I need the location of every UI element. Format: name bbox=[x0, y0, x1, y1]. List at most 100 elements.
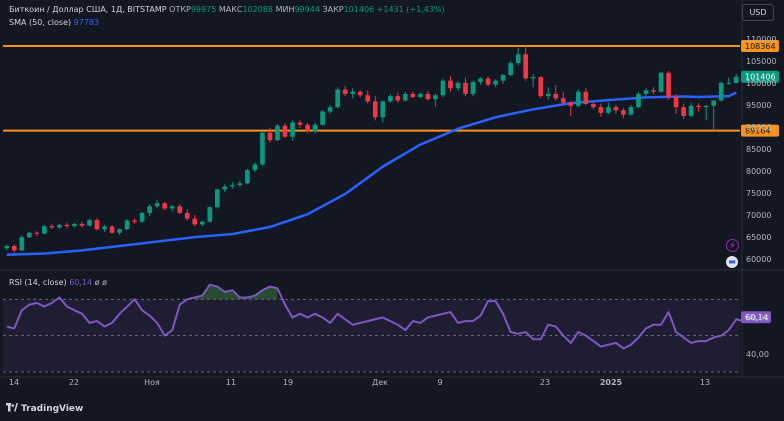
candle-body bbox=[365, 95, 371, 102]
candle-body bbox=[132, 220, 137, 222]
sma-50-line bbox=[6, 91, 737, 257]
candle bbox=[568, 101, 574, 116]
candle-body bbox=[169, 206, 175, 209]
sma-label: SMA (50, close) bbox=[9, 18, 72, 27]
candle-body bbox=[199, 221, 205, 225]
sma-value: 97783 bbox=[73, 18, 100, 27]
tradingview-logo[interactable]: TradingView bbox=[6, 402, 83, 414]
ohlc-low-value: 99944 bbox=[294, 5, 320, 14]
candle bbox=[230, 182, 235, 189]
sma-legend[interactable]: SMA (50, close) 97783 bbox=[9, 18, 99, 27]
candle bbox=[448, 76, 453, 92]
flag-icon[interactable]: ▬ bbox=[726, 256, 738, 268]
time-tick-label: Ноя bbox=[144, 378, 160, 387]
price-tick-label: 60000 bbox=[746, 255, 771, 264]
candle bbox=[177, 204, 183, 215]
candle-body bbox=[523, 54, 528, 79]
level-price-label: 89164 bbox=[745, 127, 770, 136]
candle-body bbox=[245, 170, 250, 184]
lightning-icon[interactable]: ⚡ bbox=[726, 239, 739, 252]
candle-body bbox=[177, 206, 183, 213]
rsi-value-tag bbox=[741, 311, 771, 324]
candle-body bbox=[688, 105, 694, 116]
price-tick-label: 75000 bbox=[746, 189, 771, 198]
candle-body bbox=[418, 93, 423, 97]
candle bbox=[681, 103, 686, 120]
candle-body bbox=[410, 93, 416, 97]
symbol-legend[interactable]: Биткоин / Доллар США, 1Д, BITSTAMP ОТКР9… bbox=[9, 5, 445, 14]
candle bbox=[252, 162, 258, 172]
candle bbox=[455, 80, 461, 91]
level-price-tag bbox=[741, 124, 779, 137]
candle bbox=[403, 91, 408, 102]
candle bbox=[658, 71, 664, 93]
candle-body bbox=[463, 82, 468, 94]
candle bbox=[365, 90, 371, 104]
candle bbox=[636, 91, 641, 109]
price-tick-label: 100000 bbox=[746, 79, 777, 88]
candle-body bbox=[613, 107, 619, 111]
candle bbox=[575, 89, 581, 108]
candle bbox=[410, 91, 416, 99]
candle-body bbox=[703, 105, 709, 108]
last-price-tag bbox=[741, 70, 779, 83]
candle-body bbox=[666, 72, 671, 97]
candle bbox=[312, 122, 318, 134]
tradingview-mark-icon bbox=[6, 403, 18, 412]
horizontal-levels: 108364 89164 101406 bbox=[3, 40, 779, 137]
candle-body bbox=[357, 91, 363, 96]
candle-body bbox=[312, 124, 318, 132]
candle-body bbox=[72, 223, 77, 227]
candle bbox=[733, 73, 739, 84]
time-tick-label: 14 bbox=[9, 378, 19, 387]
candle bbox=[380, 100, 386, 123]
candle-body bbox=[282, 125, 288, 137]
candle-body bbox=[124, 220, 130, 230]
candle-body bbox=[403, 93, 408, 101]
candle bbox=[666, 70, 671, 100]
price-tick-label: 110000 bbox=[746, 35, 777, 44]
time-tick-label: Дек bbox=[372, 378, 388, 387]
candle-body bbox=[4, 245, 10, 249]
candle-body bbox=[342, 89, 348, 94]
time-tick-label: 23 bbox=[540, 378, 550, 387]
ohlc-close-label: ЗАКР bbox=[322, 5, 344, 14]
candle-body bbox=[320, 111, 325, 125]
candle-body bbox=[267, 132, 273, 141]
candle-body bbox=[49, 226, 55, 228]
rsi-extra-1: ø bbox=[94, 278, 100, 287]
candle bbox=[305, 122, 310, 133]
candle-body bbox=[560, 98, 566, 103]
candle bbox=[545, 87, 551, 100]
candle bbox=[11, 244, 17, 253]
candle bbox=[162, 201, 168, 210]
price-tick-label: 95000 bbox=[746, 101, 771, 110]
candle-body bbox=[500, 74, 506, 81]
level-price-label: 108364 bbox=[745, 42, 776, 51]
candle-body bbox=[493, 80, 498, 85]
candle bbox=[267, 127, 273, 143]
candle-body bbox=[628, 107, 634, 115]
last-price-label: 101406 bbox=[745, 73, 776, 82]
candle bbox=[591, 101, 596, 110]
candle bbox=[598, 103, 604, 117]
currency-button[interactable]: USD bbox=[742, 4, 774, 21]
candle-body bbox=[448, 80, 453, 89]
rsi-legend[interactable]: RSI (14, close) 60,14 ø ø bbox=[9, 278, 107, 287]
candle bbox=[102, 224, 107, 232]
price-tick-label: 85000 bbox=[746, 145, 771, 154]
candle-body bbox=[530, 77, 536, 79]
candle bbox=[500, 74, 506, 84]
rsi-value: 60,14 bbox=[69, 278, 93, 287]
candle-body bbox=[643, 90, 649, 94]
candle bbox=[199, 220, 205, 227]
candle bbox=[124, 219, 130, 231]
candle-body bbox=[154, 203, 160, 207]
candle bbox=[688, 103, 694, 118]
rsi-label: RSI (14, close) bbox=[9, 278, 67, 287]
candle bbox=[342, 85, 348, 97]
candle bbox=[643, 88, 649, 97]
time-tick-label: 11 bbox=[226, 378, 236, 387]
candle-body bbox=[57, 224, 62, 228]
